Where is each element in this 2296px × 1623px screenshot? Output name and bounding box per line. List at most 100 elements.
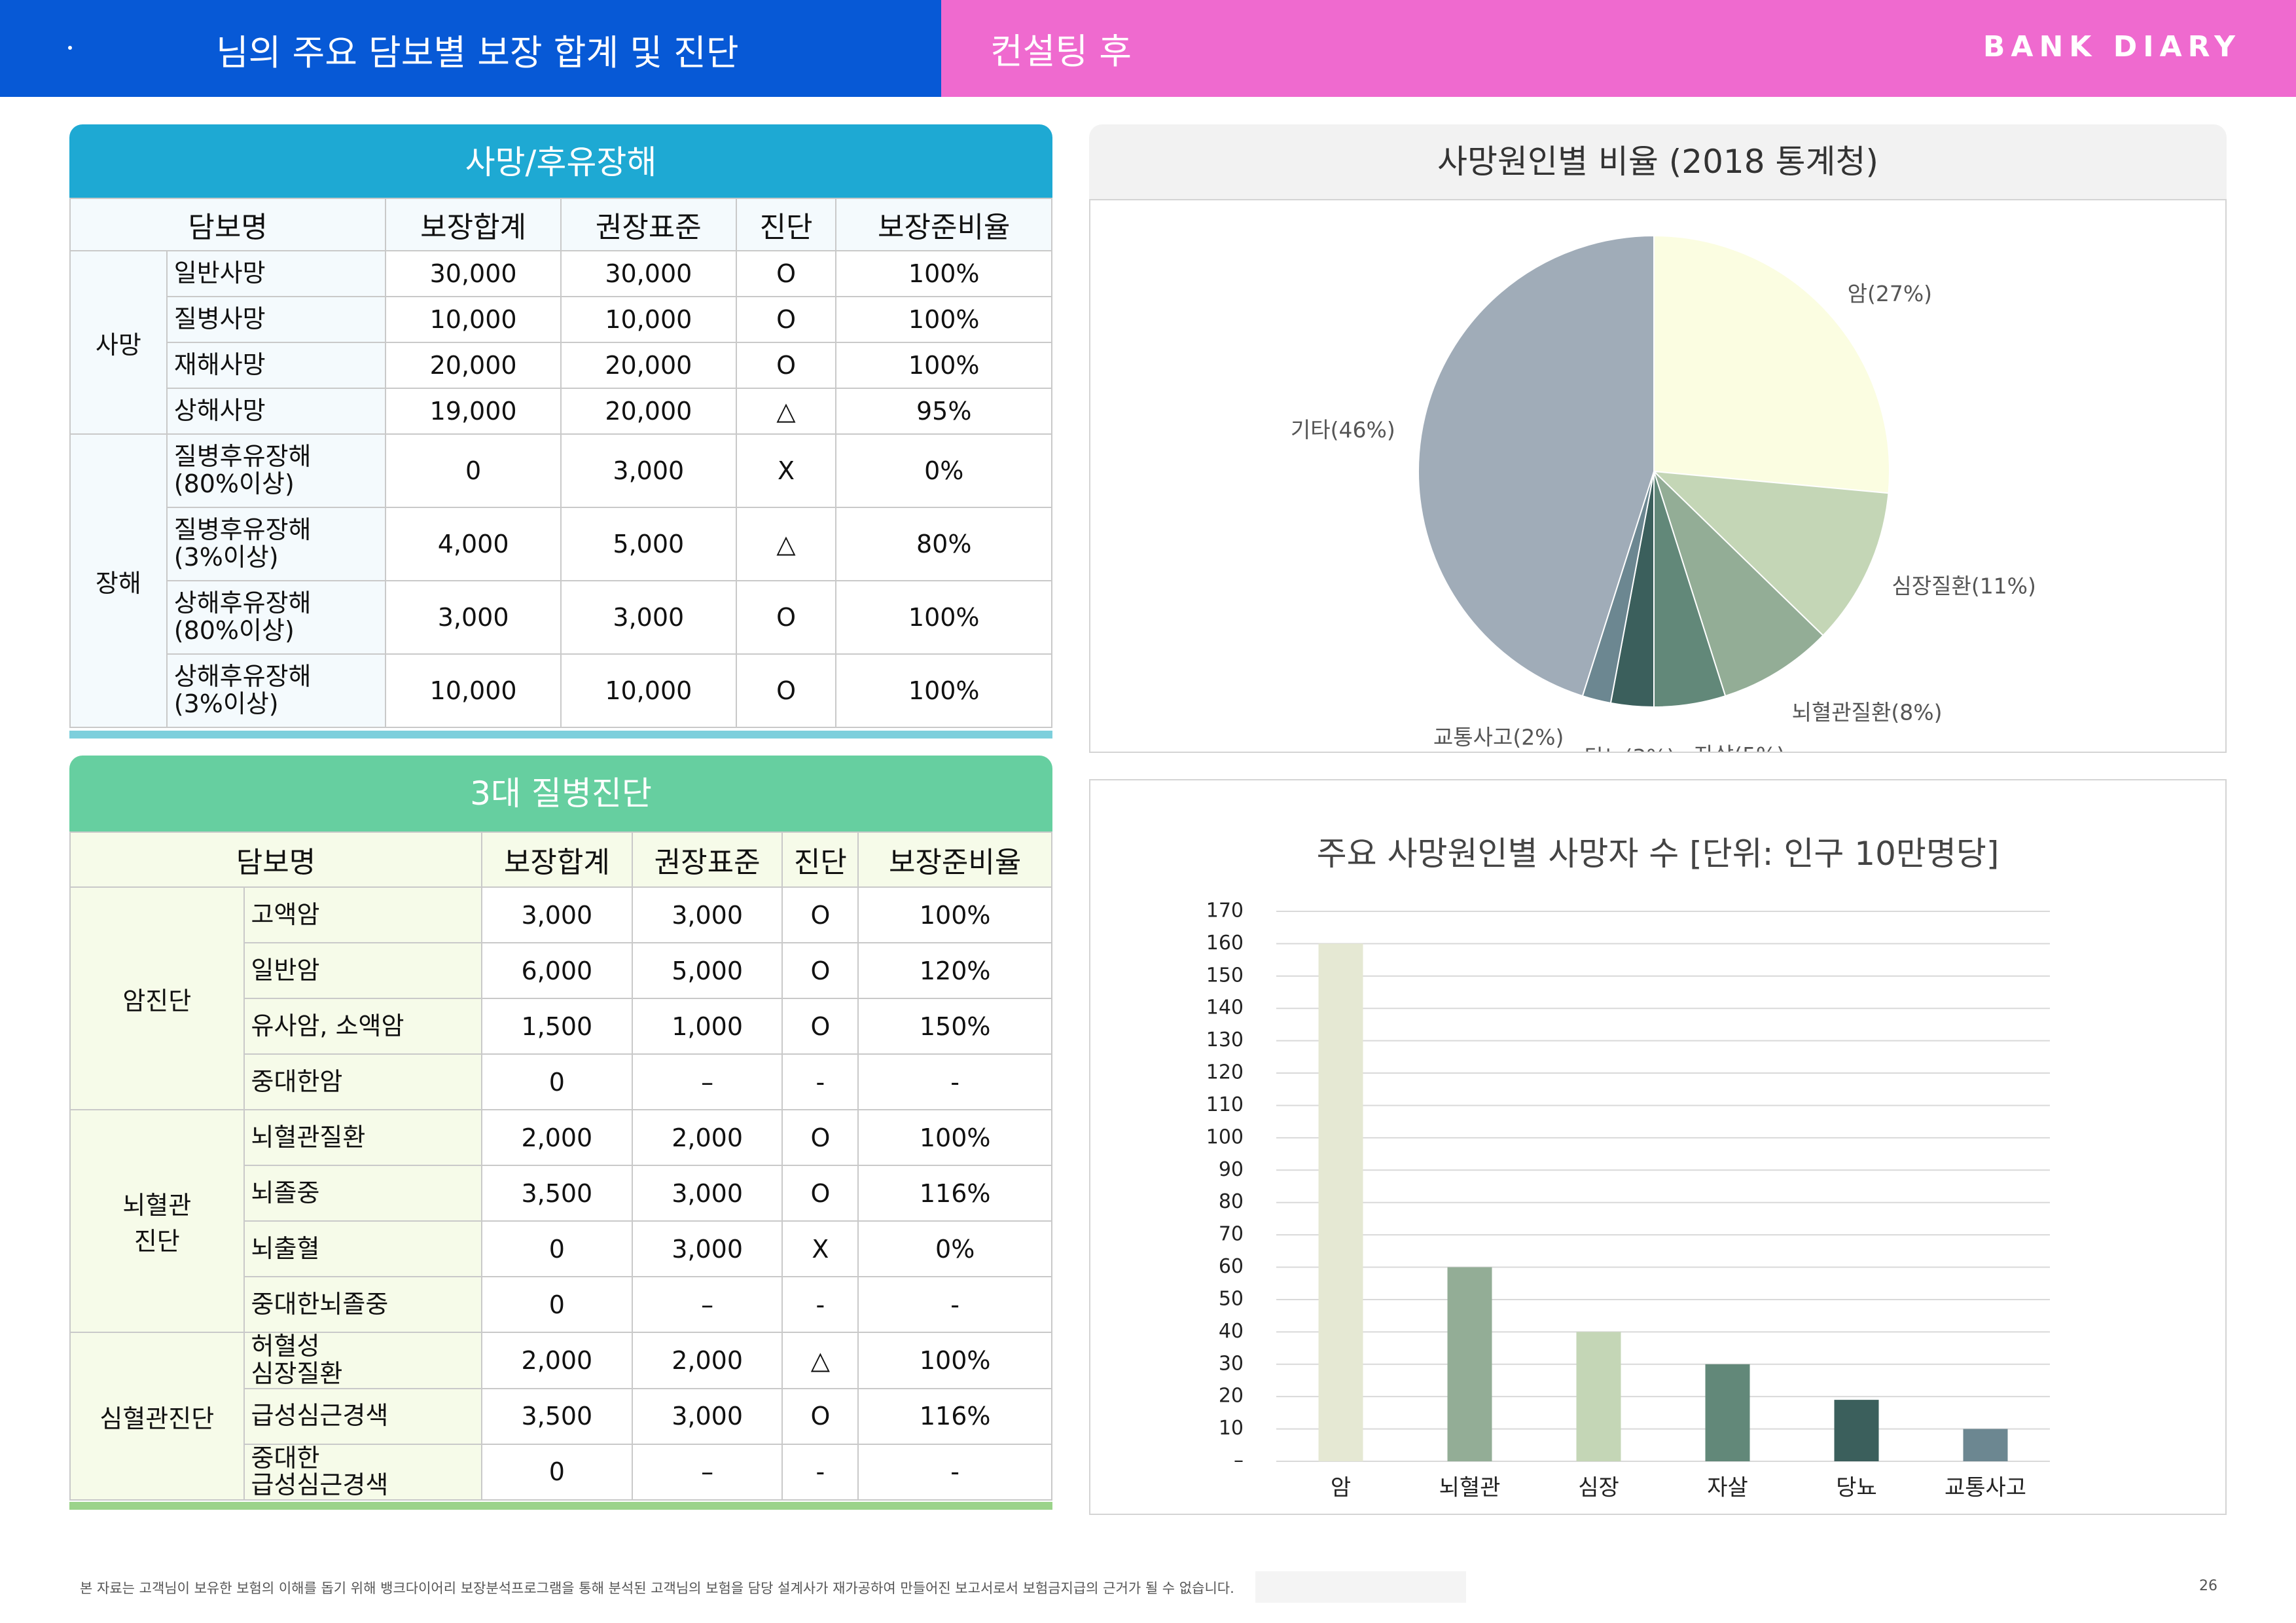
coverage-diag: - bbox=[781, 1276, 859, 1333]
coverage-diag: △ bbox=[735, 388, 837, 435]
coverage-name: 상해사망 bbox=[166, 388, 387, 435]
y-tick-label: 10 bbox=[1219, 1417, 1244, 1440]
page-number: 26 bbox=[2199, 1578, 2217, 1594]
pie-slice bbox=[1653, 471, 1824, 697]
coverage-name: 질병후유장해 (80%이상) bbox=[166, 433, 387, 508]
bar-chart: – 10 20 30 40 50 60 70 80 90 100 110 120 130 140 150 160… bbox=[1206, 900, 2050, 1501]
coverage-diag: O bbox=[781, 1387, 859, 1445]
coverage-standard: 2,000 bbox=[631, 1109, 783, 1166]
coverage-name: 뇌출혈 bbox=[243, 1220, 482, 1277]
bar bbox=[1447, 1267, 1492, 1461]
y-tick-label: 30 bbox=[1219, 1352, 1244, 1375]
coverage-standard: 10,000 bbox=[560, 653, 737, 728]
section-underline bbox=[69, 731, 1052, 739]
bar bbox=[1834, 1400, 1879, 1461]
table-header-row: 담보명 보장합계 권장표준 진단 보장준비율 bbox=[69, 198, 1052, 251]
pie-slice-label: 자살(5%) bbox=[1694, 742, 1785, 752]
coverage-ratio: 100% bbox=[857, 886, 1052, 943]
table-row: 장해 질병후유장해 (80%이상) 0 3,000 X 0% bbox=[69, 433, 1052, 728]
table-row: 유사암, 소액암 1,500 1,000 O 150% bbox=[70, 998, 1052, 1055]
coverage-name: 상해후유장해 (3%이상) bbox=[166, 653, 387, 728]
group-label-line1: 뇌혈관 bbox=[122, 1191, 192, 1220]
bar bbox=[1318, 943, 1363, 1461]
coverage-standard: 3,000 bbox=[631, 1165, 783, 1222]
coverage-name-line1: 중대한 bbox=[251, 1443, 320, 1472]
coverage-ratio: 116% bbox=[857, 1165, 1052, 1222]
coverage-name-line1: 허혈성 bbox=[251, 1332, 320, 1360]
table-row: 질병사망 10,000 10,000 O 100% bbox=[70, 296, 1052, 343]
group-label: 뇌혈관 진단 bbox=[69, 1109, 245, 1333]
coverage-name: 중대한뇌졸중 bbox=[243, 1276, 482, 1333]
coverage-name: 재해사망 bbox=[166, 342, 387, 389]
col-header: 진단 bbox=[735, 198, 837, 251]
table-row: 상해후유장해 (3%이상) 10,000 10,000 O 100% bbox=[70, 653, 1052, 728]
pie-slice-label: 교통사고(2%) bbox=[1433, 724, 1564, 750]
coverage-name: 허혈성 심장질환 bbox=[243, 1332, 482, 1389]
col-header: 담보명 bbox=[69, 831, 482, 888]
coverage-standard: 3,000 bbox=[560, 580, 737, 655]
death-disability-table: 담보명 보장합계 권장표준 진단 보장준비율 사망 일반사망 30,000 30… bbox=[69, 198, 1052, 728]
bar-chart-panel: 주요 사망원인별 사망자 수 [단위: 인구 10만명당] – 10 20 30 40 5… bbox=[1089, 779, 2227, 1515]
x-tick-label: 뇌혈관 bbox=[1439, 1475, 1501, 1501]
group-label: 장해 bbox=[69, 433, 168, 728]
coverage-standard: 10,000 bbox=[560, 296, 737, 343]
pie-slice-label: 뇌혈관질환(8%) bbox=[1792, 700, 1943, 725]
coverage-name: 일반암 bbox=[243, 942, 482, 999]
coverage-diag: - bbox=[781, 1053, 859, 1110]
table-row: 질병후유장해 (3%이상) 4,000 5,000 △ 80% bbox=[70, 507, 1052, 581]
coverage-ratio: 100% bbox=[857, 1332, 1052, 1389]
coverage-total: 3,000 bbox=[385, 580, 562, 655]
pie-chart-panel: 암(27%) 심장질환(11%) 뇌혈관질환(8%) 자살(5%) 당뇨(3%) 교통사고… bbox=[1089, 199, 2227, 770]
section-underline bbox=[69, 1502, 1052, 1510]
group-label: 심혈관진단 bbox=[69, 1331, 245, 1501]
table-row: 암진단 고액암 3,000 3,000 O 100% bbox=[69, 886, 1052, 1110]
coverage-total: 3,000 bbox=[480, 886, 633, 943]
pie-slice bbox=[1652, 470, 1890, 637]
x-tick-label: 암 bbox=[1331, 1475, 1351, 1501]
y-tick-label: 80 bbox=[1219, 1190, 1244, 1213]
coverage-diag: O bbox=[781, 998, 859, 1055]
pie-slice bbox=[1418, 234, 1655, 697]
coverage-standard: 3,000 bbox=[631, 1220, 783, 1277]
coverage-total: 4,000 bbox=[385, 507, 562, 581]
y-tick-label: 140 bbox=[1206, 996, 1244, 1019]
section-title-critical-illness: 3대 질병진단 bbox=[69, 756, 1052, 831]
coverage-diag: O bbox=[781, 1165, 859, 1222]
table-row: 중대한 급성심근경색 0 – - - bbox=[70, 1443, 1052, 1501]
y-tick-label: 40 bbox=[1219, 1320, 1244, 1343]
coverage-standard: 5,000 bbox=[631, 942, 783, 999]
coverage-ratio: 100% bbox=[835, 653, 1052, 728]
table-row: 뇌혈관 진단 뇌혈관질환 2,000 2,000 O 100% bbox=[69, 1109, 1052, 1333]
coverage-name: 일반사망 bbox=[166, 250, 387, 297]
coverage-name: 질병사망 bbox=[166, 296, 387, 343]
coverage-ratio: 100% bbox=[835, 580, 1052, 655]
coverage-ratio: - bbox=[857, 1276, 1052, 1333]
coverage-diag: △ bbox=[735, 507, 837, 581]
coverage-total: 30,000 bbox=[385, 250, 562, 297]
coverage-total: 3,500 bbox=[480, 1387, 633, 1445]
group-label: 사망 bbox=[69, 250, 168, 435]
coverage-diag: X bbox=[781, 1220, 859, 1277]
coverage-name: 뇌졸중 bbox=[243, 1165, 482, 1222]
y-tick-label: 100 bbox=[1206, 1125, 1244, 1148]
coverage-ratio: 80% bbox=[835, 507, 1052, 581]
table-row: 중대한뇌졸중 0 – - - bbox=[70, 1276, 1052, 1333]
coverage-name: 중대한암 bbox=[243, 1053, 482, 1110]
coverage-ratio: 150% bbox=[857, 998, 1052, 1055]
coverage-name-line1: 질병후유장해 bbox=[173, 442, 312, 471]
table-row: 상해사망 19,000 20,000 △ 95% bbox=[70, 388, 1052, 435]
coverage-standard: 3,000 bbox=[631, 1387, 783, 1445]
y-tick-label: 120 bbox=[1206, 1061, 1244, 1084]
table-row: 일반암 6,000 5,000 O 120% bbox=[70, 942, 1052, 999]
coverage-standard: 2,000 bbox=[631, 1332, 783, 1389]
coverage-standard: 3,000 bbox=[631, 886, 783, 943]
coverage-total: 0 bbox=[480, 1276, 633, 1333]
coverage-ratio: - bbox=[857, 1053, 1052, 1110]
coverage-ratio: 0% bbox=[857, 1220, 1052, 1277]
footer-disclaimer: 본 자료는 고객님이 보유한 보험의 이해를 돕기 위해 뱅크다이어리 보장분석… bbox=[80, 1580, 1234, 1596]
header-left: 님의 주요 담보별 보장 합계 및 진단 bbox=[0, 0, 941, 97]
coverage-name-line1: 상해후유장해 bbox=[173, 662, 312, 691]
coverage-standard: – bbox=[631, 1053, 783, 1110]
coverage-diag: O bbox=[735, 296, 837, 343]
coverage-total: 2,000 bbox=[480, 1109, 633, 1166]
